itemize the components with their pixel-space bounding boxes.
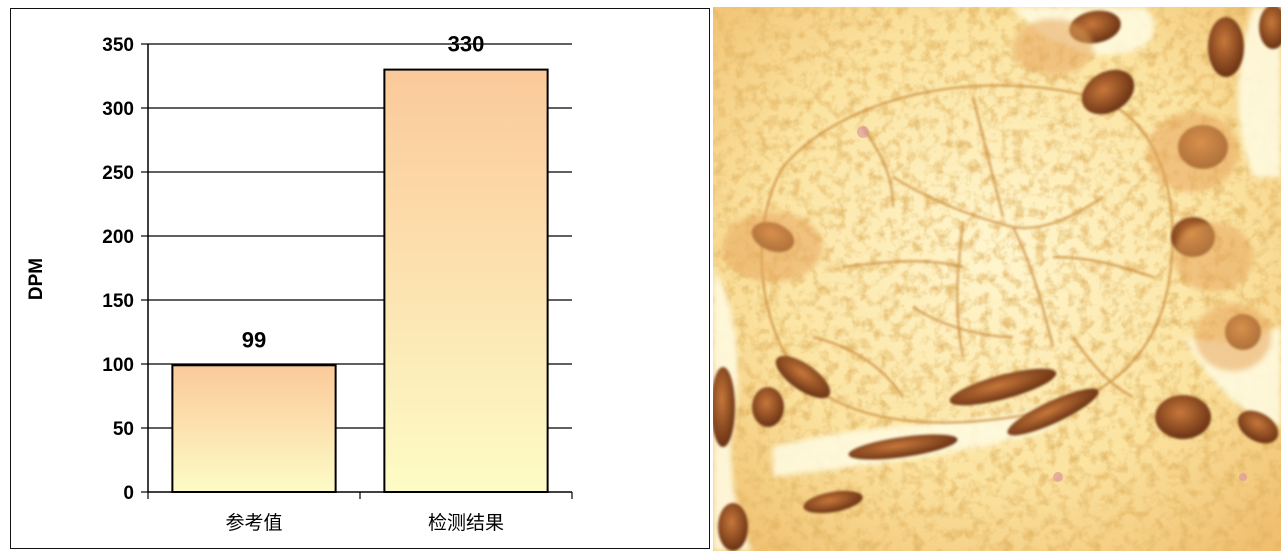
bar-chart: 0 50 100 150 200 250 300 350 99 参考值 330 检测结果 DPM [26,32,573,534]
y-tick-label: 250 [102,163,134,184]
bar [383,68,549,493]
micrograph-image [713,7,1281,551]
y-tick-label: 300 [102,99,134,120]
micrograph-drawing [713,7,1281,551]
bar-data-label: 330 [448,32,485,57]
y-tick-label: 100 [102,355,134,376]
bar-chart-panel: 0 50 100 150 200 250 300 350 99 参考值 330 检测结果 DPM [10,8,710,549]
y-tick-label: 350 [102,35,134,56]
x-category-label: 参考值 [225,512,282,534]
y-axis-label: DPM [26,258,47,300]
bar [171,364,337,493]
y-tick-label: 150 [102,291,134,312]
bar-data-label: 99 [242,327,266,352]
y-tick-label: 200 [102,227,134,248]
x-category-label: 检测结果 [428,512,504,534]
y-tick-label: 0 [123,483,134,504]
y-tick-label: 50 [113,419,134,440]
